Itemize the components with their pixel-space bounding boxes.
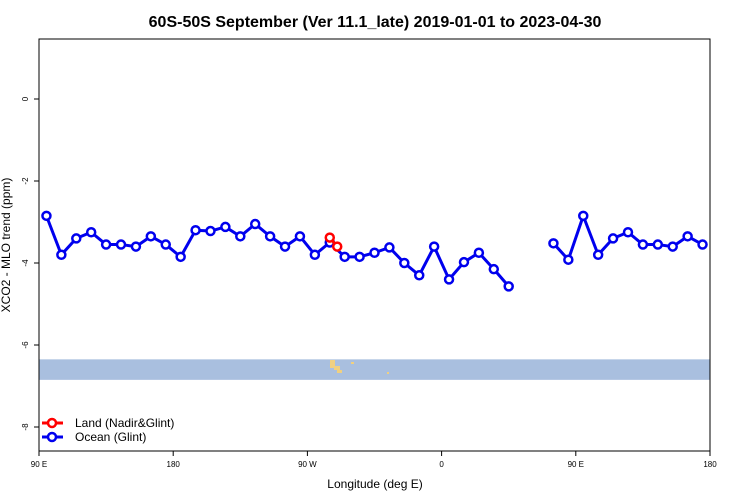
data-point <box>235 231 246 242</box>
ocean-band <box>39 359 710 380</box>
data-point <box>175 251 186 263</box>
data-point <box>622 227 634 238</box>
data-point <box>324 232 336 243</box>
y-axis-ticks: 0 -2 -4 -6 -8 <box>21 96 39 431</box>
data-point <box>384 242 395 253</box>
data-point <box>399 257 410 269</box>
data-point <box>667 241 678 252</box>
data-point <box>548 238 559 249</box>
y-tick-label: -6 <box>21 341 30 349</box>
legend-item-land: Land (Nadir&Glint) <box>42 416 174 430</box>
data-point <box>578 210 589 222</box>
land-patch <box>334 366 340 370</box>
y-tick-label: 0 <box>21 96 30 101</box>
data-point <box>592 249 604 261</box>
data-point <box>56 249 67 261</box>
data-point <box>279 241 291 252</box>
land-patch <box>330 360 335 368</box>
chart-title: 60S-50S September (Ver 11.1_late) 2019-0… <box>149 14 602 31</box>
x-tick-label: 180 <box>703 460 717 469</box>
data-point <box>294 231 306 242</box>
legend-label: Land (Nadir&Glint) <box>75 416 174 430</box>
data-point <box>71 233 82 244</box>
x-axis-label: Longitude (deg E) <box>327 477 422 491</box>
legend-swatch-marker <box>46 417 58 429</box>
series-ocean <box>41 210 708 292</box>
y-tick-label: -2 <box>21 177 30 185</box>
data-point <box>220 221 231 233</box>
y-tick-label: -8 <box>21 423 30 431</box>
data-point <box>652 239 664 250</box>
series-line <box>44 214 511 288</box>
legend-item-ocean: Ocean (Glint) <box>42 430 146 444</box>
x-tick-label: 90 W <box>298 460 317 469</box>
data-point <box>264 231 276 242</box>
legend: Land (Nadir&Glint)Ocean (Glint) <box>42 416 174 444</box>
data-point <box>458 256 470 268</box>
data-point <box>115 239 127 250</box>
x-axis-ticks: 90 E 180 90 W 0 90 E 180 <box>31 451 717 469</box>
data-point <box>85 227 97 238</box>
ocean-band-layer <box>39 359 710 380</box>
data-point <box>130 241 142 252</box>
x-tick-label: 90 E <box>568 460 584 469</box>
data-point <box>637 239 649 250</box>
land-patches-layer <box>330 360 389 374</box>
land-patch <box>351 362 354 364</box>
data-point <box>331 241 343 252</box>
data-point <box>503 281 514 292</box>
plot-frame <box>38 38 711 452</box>
data-point <box>339 251 350 263</box>
land-patch <box>337 370 342 373</box>
x-tick-label: 0 <box>439 460 444 469</box>
data-point <box>190 224 201 236</box>
data-point <box>160 239 171 250</box>
land-patch <box>387 372 389 374</box>
legend-label: Ocean (Glint) <box>75 430 146 444</box>
series-line <box>551 214 705 262</box>
data-point <box>309 249 321 261</box>
y-axis-label: XCO2 - MLO trend (ppm) <box>0 178 13 313</box>
x-tick-label: 90 E <box>31 460 47 469</box>
data-point <box>354 251 365 263</box>
data-point <box>205 225 216 237</box>
data-point <box>697 239 708 250</box>
data-point <box>369 247 380 258</box>
data-point <box>100 239 112 250</box>
data-point <box>413 270 425 281</box>
series-land <box>324 232 343 252</box>
data-point <box>473 247 485 258</box>
data-point <box>249 218 261 230</box>
legend-swatch-marker <box>46 431 58 443</box>
data-point <box>428 241 440 252</box>
x-tick-label: 180 <box>167 460 181 469</box>
data-point <box>607 233 619 244</box>
data-point <box>682 231 693 242</box>
data-point <box>563 254 574 265</box>
data-point <box>443 274 455 285</box>
series-layer <box>41 210 708 292</box>
y-tick-label: -4 <box>21 259 30 267</box>
data-point <box>41 210 52 222</box>
data-point <box>145 231 157 242</box>
data-point <box>488 263 500 275</box>
